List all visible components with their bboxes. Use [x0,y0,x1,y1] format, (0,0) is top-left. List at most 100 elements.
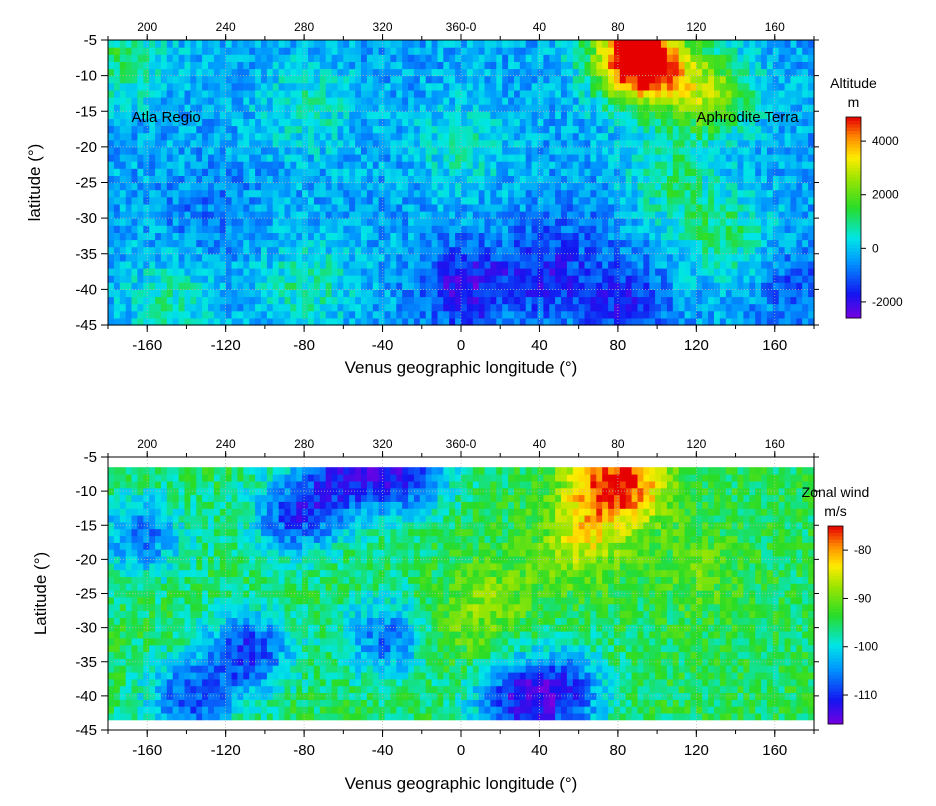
heatmap-cell [313,47,321,55]
heatmap-cell [484,310,491,319]
heatmap-cell [196,139,203,148]
heatmap-cell [696,268,703,276]
heatmap-cell [614,104,621,112]
heatmap-cell [372,47,380,55]
heatmap-cell [766,54,774,62]
heatmap-cell [160,61,168,70]
heatmap-cell [749,125,756,134]
heatmap-cell [496,317,503,326]
heatmap-cell [602,104,609,112]
heatmap-cell [737,47,744,55]
heatmap-cell [725,139,733,148]
heatmap-cell [719,118,727,127]
heatmap-cell [425,189,433,198]
heatmap-cell [237,154,244,162]
heatmap-cell [437,146,444,155]
heatmap-cell [690,211,697,219]
heatmap-cell [184,154,191,162]
heatmap-cell [131,303,138,312]
heatmap-cell [213,303,221,312]
heatmap-cell [684,275,692,283]
heatmap-cell [172,268,180,276]
heatmap-cell [213,104,221,112]
heatmap-cell [608,239,615,248]
heatmap-cell [643,132,650,141]
heatmap-cell [208,225,215,233]
heatmap-cell [537,132,544,141]
heatmap-cell [143,132,150,141]
heatmap-cell [266,260,274,269]
heatmap-cell [202,182,209,191]
heatmap-cell [455,275,462,283]
heatmap-cell [202,289,209,298]
heatmap-cell [666,232,674,241]
heatmap-cell [737,232,744,241]
heatmap-cell [766,118,774,127]
heatmap-cell [296,61,303,70]
heatmap-cell [596,303,603,312]
heatmap-cell [461,104,468,112]
heatmap-cell [343,82,350,91]
heatmap-cell [778,232,786,241]
heatmap-cell [284,168,291,176]
heatmap-cell [413,104,421,112]
heatmap-cell [425,104,433,112]
heatmap-cell [596,203,603,212]
heatmap-cell [384,275,391,283]
heatmap-cell [361,68,368,77]
heatmap-cell [725,289,733,298]
heatmap-cell [643,239,650,248]
heatmap-cell [449,225,456,233]
heatmap-cell [208,211,215,219]
heatmap-cell [614,310,621,319]
heatmap-cell [196,175,203,184]
heatmap-cell [737,225,744,233]
heatmap-cell [384,260,391,269]
heatmap-cell [631,225,639,233]
heatmap-cell [437,111,444,119]
heatmap-cell [537,239,544,248]
heatmap-cell [390,225,397,233]
heatmap-cell [731,225,739,233]
heatmap-cell [119,189,127,198]
heatmap-cell [425,260,433,269]
heatmap-cell [608,118,615,127]
heatmap-cell [655,225,662,233]
heatmap-cell [555,146,562,155]
heatmap-cell [455,218,462,226]
heatmap-cell [519,89,527,98]
heatmap-cell [237,282,244,290]
heatmap-cell [284,275,291,283]
heatmap-cell [196,225,203,233]
heatmap-cell [661,146,668,155]
heatmap-cell [555,118,562,127]
heatmap-cell [502,118,509,127]
heatmap-cell [308,203,315,212]
heatmap-cell [761,232,768,241]
heatmap-cell [472,317,480,326]
heatmap-cell [590,89,597,98]
heatmap-cell [496,54,503,62]
heatmap-cell [631,296,639,305]
heatmap-cell [125,196,133,205]
heatmap-cell [261,310,268,319]
heatmap-cell [149,132,156,141]
heatmap-cell [278,68,286,77]
heatmap-cell [531,239,539,248]
heatmap-cell [266,310,274,319]
heatmap-cell [178,275,186,283]
heatmap-cell [514,303,521,312]
heatmap-cell [160,68,168,77]
heatmap-cell [655,104,662,112]
heatmap-cell [543,125,550,134]
heatmap-cell [331,203,339,212]
heatmap-cell [731,275,739,283]
heatmap-cell [113,317,121,326]
heatmap-cell [413,54,421,62]
heatmap-cell [602,189,609,198]
heatmap-cell [284,154,291,162]
heatmap-cell [431,82,439,91]
heatmap-cell [761,303,768,312]
heatmap-cell [184,104,191,112]
heatmap-cell [455,260,462,269]
